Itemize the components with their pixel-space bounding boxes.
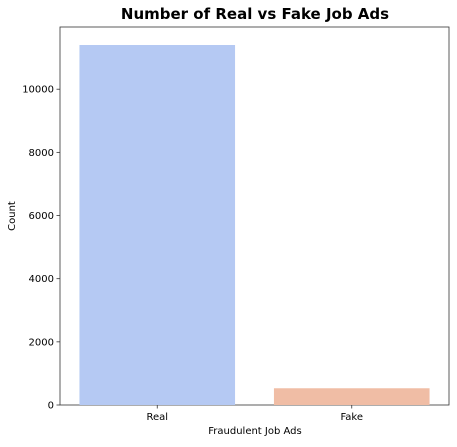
y-tick-label-0: 0 [48,401,54,412]
y-tick-label-4000: 4000 [29,274,54,285]
x-tick-label-real: Real [146,412,168,423]
x-axis-label: Fraudulent Job Ads [208,426,301,437]
x-axis-ticks: Real Fake [146,405,363,423]
bar-real [79,45,236,405]
plot-frame [59,26,450,406]
y-tick-label-2000: 2000 [29,337,54,348]
bars [79,45,430,405]
x-tick-label-fake: Fake [340,412,363,423]
chart-title: Number of Real vs Fake Job Ads [121,5,389,23]
y-tick-label-6000: 6000 [29,211,54,222]
bar-fake [273,388,430,405]
y-tick-label-10000: 10000 [22,85,54,96]
y-axis-label: Count [7,201,18,231]
y-tick-label-8000: 8000 [29,148,54,159]
plot-area: 0 2000 4000 6000 8000 10000 Real Fake [22,26,450,423]
y-axis-ticks: 0 2000 4000 6000 8000 10000 [22,85,60,412]
